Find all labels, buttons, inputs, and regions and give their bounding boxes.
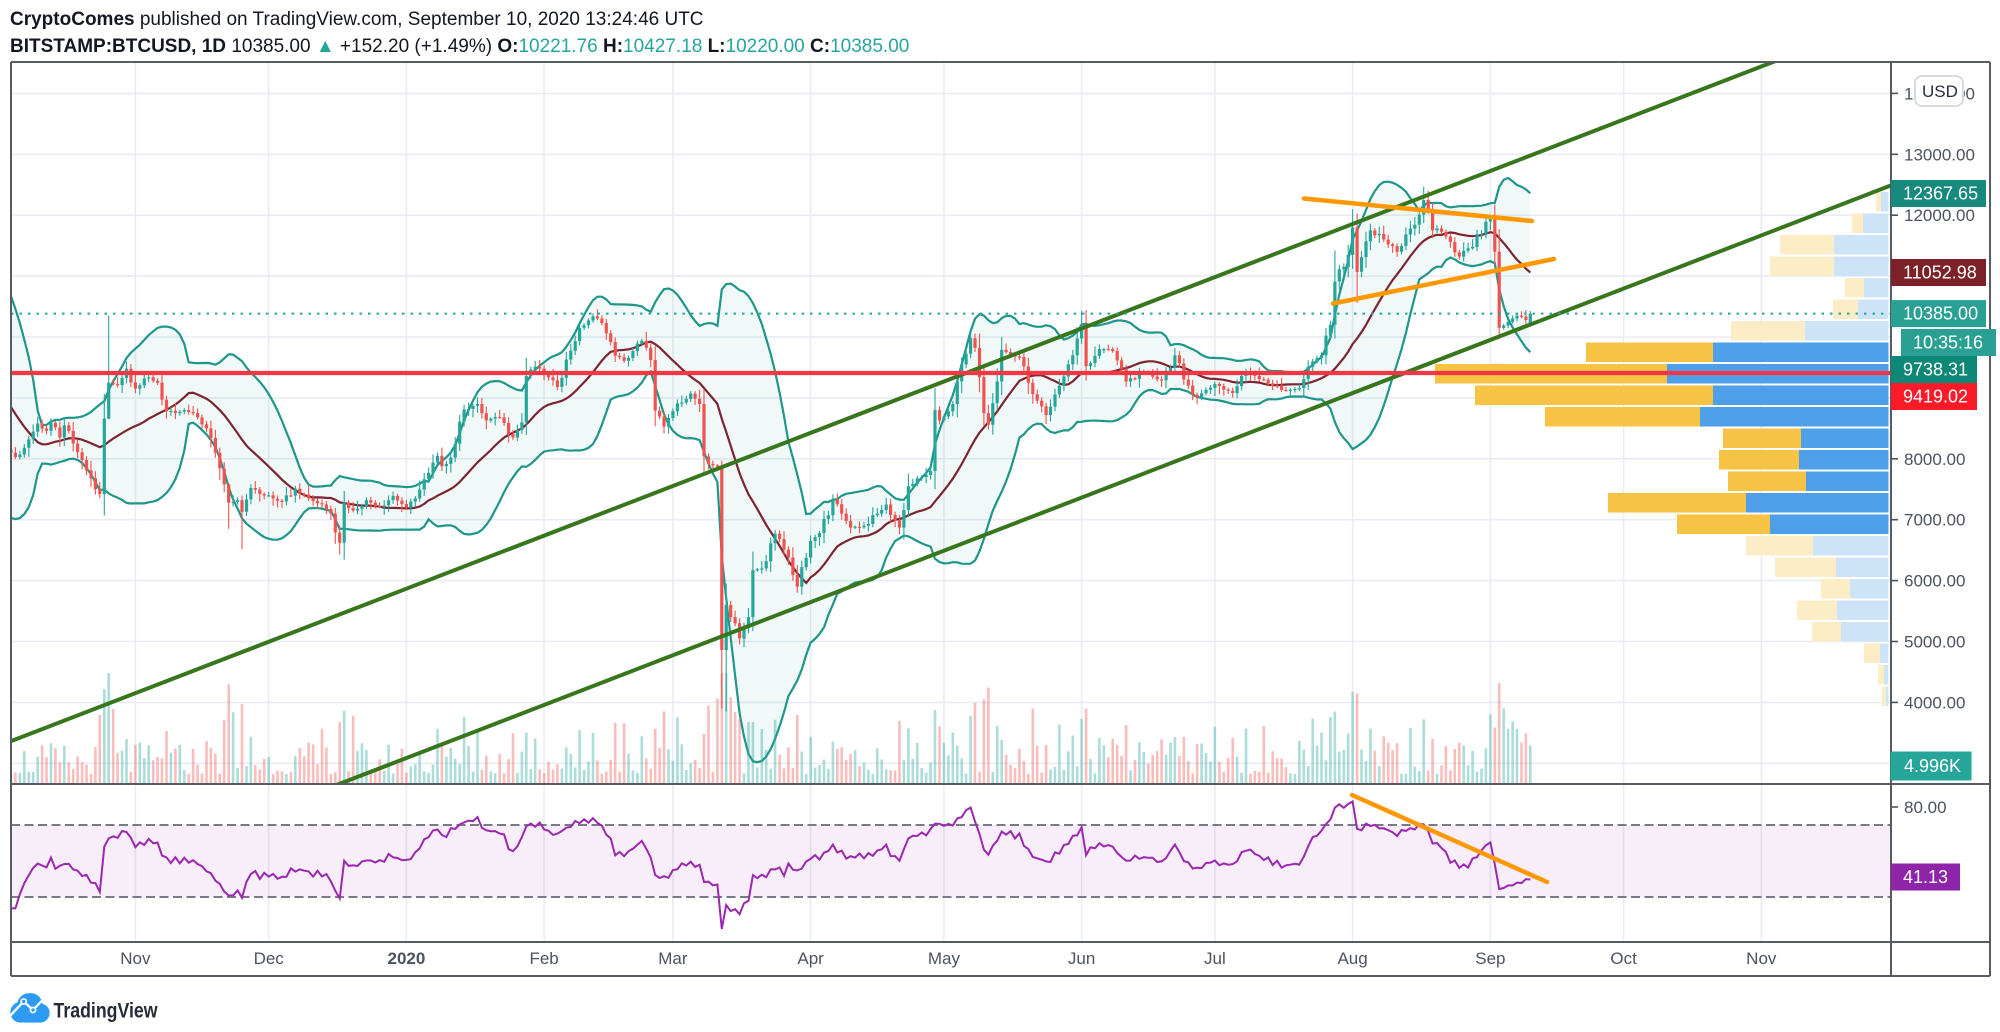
svg-text:4000.00: 4000.00	[1904, 693, 1965, 712]
svg-text:80.00: 80.00	[1904, 798, 1947, 817]
svg-text:9419.02: 9419.02	[1903, 387, 1968, 407]
svg-text:7000.00: 7000.00	[1904, 511, 1965, 530]
svg-text:13000.00: 13000.00	[1904, 145, 1975, 164]
svg-text:Nov: Nov	[1746, 949, 1777, 968]
svg-text:May: May	[928, 949, 961, 968]
svg-text:11052.98: 11052.98	[1903, 263, 1977, 283]
svg-text:6000.00: 6000.00	[1904, 572, 1965, 591]
svg-text:12367.65: 12367.65	[1903, 184, 1978, 204]
svg-text:Nov: Nov	[120, 949, 151, 968]
svg-text:8000.00: 8000.00	[1904, 450, 1965, 469]
svg-text:TradingView: TradingView	[54, 1000, 159, 1023]
svg-text:BITSTAMP:BTCUSD, 1D 10385.00: BITSTAMP:BTCUSD, 1D 10385.00 ▲ +152.20 (…	[10, 36, 909, 57]
svg-text:USD: USD	[1922, 82, 1958, 101]
svg-text:Aug: Aug	[1337, 949, 1367, 968]
svg-text:9738.31: 9738.31	[1903, 360, 1968, 380]
svg-text:12000.00: 12000.00	[1904, 206, 1975, 225]
svg-text:10385.00: 10385.00	[1903, 304, 1978, 324]
svg-text:10:35:16: 10:35:16	[1913, 333, 1983, 353]
svg-text:5000.00: 5000.00	[1904, 633, 1965, 652]
svg-text:Jun: Jun	[1068, 949, 1095, 968]
svg-text:CryptoComes published on Tradi: CryptoComes published on TradingView.com…	[10, 9, 704, 30]
svg-text:Feb: Feb	[529, 949, 558, 968]
svg-text:Apr: Apr	[797, 949, 824, 968]
svg-text:Dec: Dec	[254, 949, 285, 968]
svg-text:4.996K: 4.996K	[1904, 756, 1961, 776]
svg-text:Mar: Mar	[658, 949, 688, 968]
svg-text:41.13: 41.13	[1903, 867, 1948, 887]
svg-text:Sep: Sep	[1475, 949, 1505, 968]
svg-text:2020: 2020	[387, 949, 425, 968]
svg-text:Oct: Oct	[1610, 949, 1637, 968]
svg-text:Jul: Jul	[1204, 949, 1226, 968]
